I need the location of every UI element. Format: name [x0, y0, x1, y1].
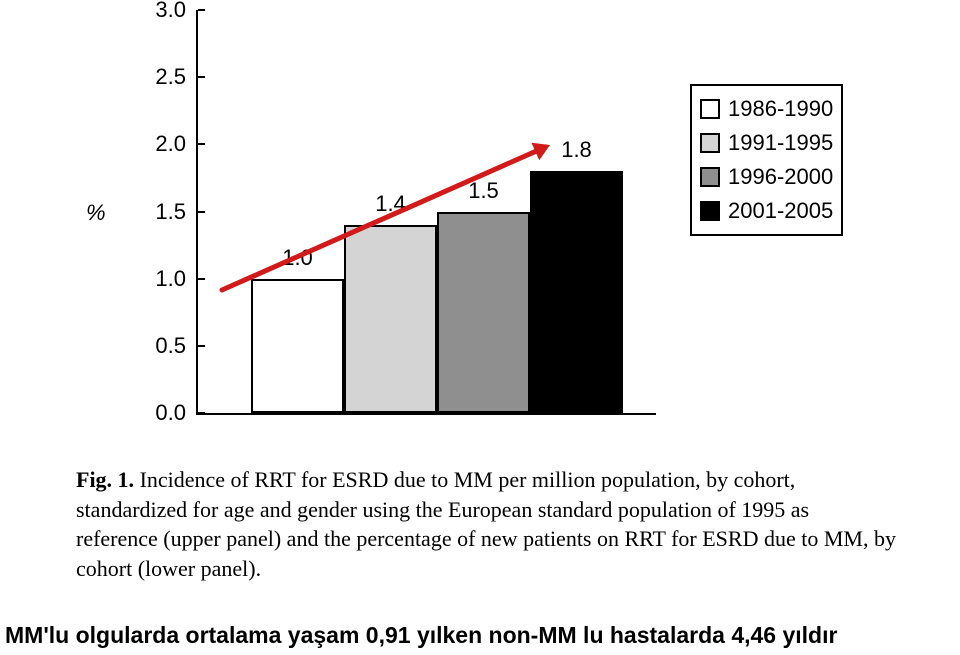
- bar-chart: 1.0 1.4 1.5 1.8: [196, 10, 656, 415]
- y-tick-label: 2.0: [155, 131, 186, 157]
- bar: [437, 212, 530, 414]
- legend-label: 2001-2005: [728, 194, 833, 228]
- legend-item: 1991-1995: [700, 126, 833, 160]
- legend-item: 1996-2000: [700, 160, 833, 194]
- legend-swatch-icon: [700, 167, 720, 187]
- figure-caption: Fig. 1. Incidence of RRT for ESRD due to…: [76, 465, 896, 584]
- bars-group: 1.0 1.4 1.5 1.8: [198, 10, 656, 413]
- bar-value-label: 1.8: [561, 137, 592, 163]
- y-tick-label: 0.5: [155, 333, 186, 359]
- legend: 1986-19901991-19951996-20002001-2005: [690, 84, 843, 236]
- y-tick-label: 2.5: [155, 64, 186, 90]
- bar-value-label: 1.0: [282, 245, 313, 271]
- y-tick-label: 0.0: [155, 400, 186, 426]
- legend-label: 1986-1990: [728, 92, 833, 126]
- y-axis: 0.00.51.01.52.02.53.0: [136, 10, 186, 415]
- bar-value-label: 1.5: [468, 178, 499, 204]
- page-root: 0.0 0.5 1.0 1.5 2.0 2.5 3.0 % 1.0 1.4 1.5 1.8 198…: [0, 0, 960, 655]
- y-tick-label: 1.0: [155, 266, 186, 292]
- legend-swatch-icon: [700, 133, 720, 153]
- bar: [344, 225, 437, 413]
- figure-label: Fig. 1.: [76, 467, 134, 492]
- legend-swatch-icon: [700, 201, 720, 221]
- y-tick-label: 3.0: [155, 0, 186, 23]
- legend-swatch-icon: [700, 99, 720, 119]
- bar-value-label: 1.4: [375, 191, 406, 217]
- legend-item: 2001-2005: [700, 194, 833, 228]
- legend-label: 1991-1995: [728, 126, 833, 160]
- y-tick-label: 1.5: [155, 199, 186, 225]
- bar: [251, 279, 344, 413]
- legend-item: 1986-1990: [700, 92, 833, 126]
- legend-label: 1996-2000: [728, 160, 833, 194]
- bar: [530, 171, 623, 413]
- y-axis-title: %: [86, 200, 106, 226]
- footer-note: MM'lu olgularda ortalama yaşam 0,91 yılk…: [5, 622, 837, 649]
- figure-caption-text: Incidence of RRT for ESRD due to MM per …: [76, 467, 896, 581]
